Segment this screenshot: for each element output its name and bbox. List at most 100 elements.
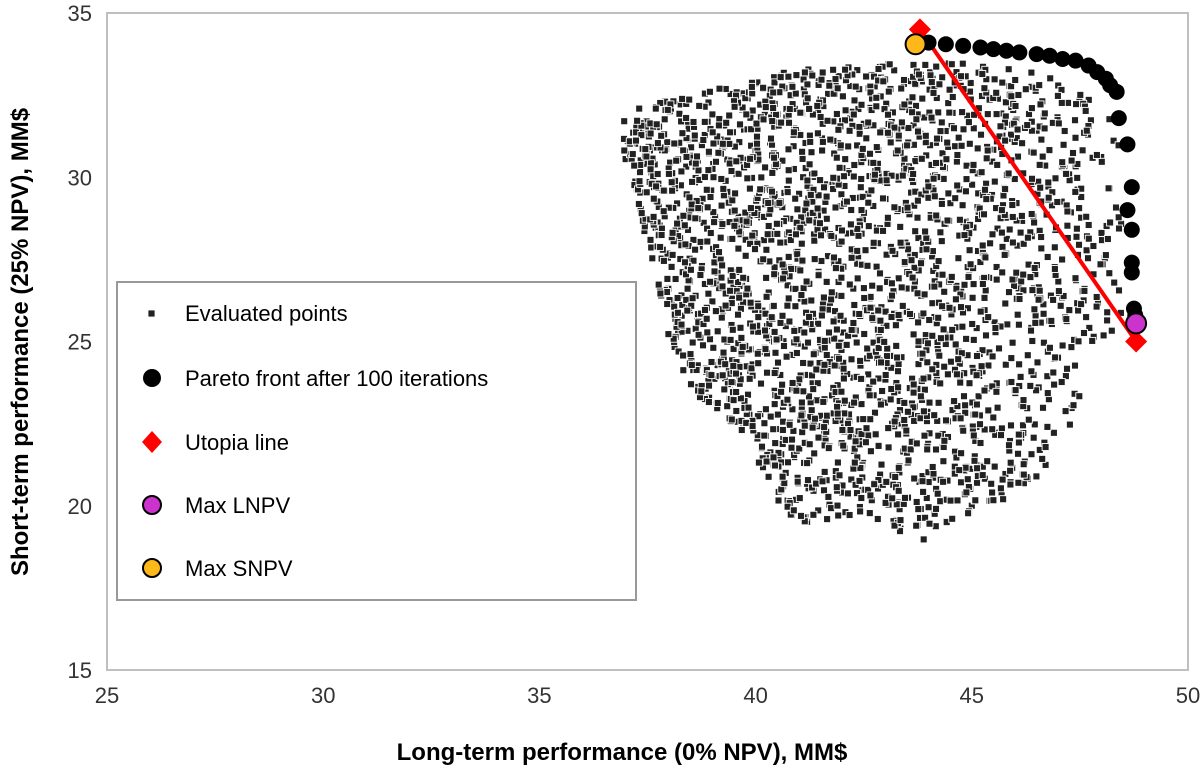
evaluated-point bbox=[679, 351, 688, 360]
evaluated-point bbox=[837, 190, 846, 199]
evaluated-point bbox=[741, 235, 750, 244]
evaluated-point bbox=[870, 480, 879, 489]
evaluated-point bbox=[1053, 198, 1062, 206]
evaluated-point bbox=[657, 131, 666, 140]
evaluated-point bbox=[1080, 329, 1088, 337]
evaluated-point bbox=[800, 328, 809, 337]
evaluated-point bbox=[713, 327, 722, 336]
evaluated-point bbox=[787, 443, 796, 452]
evaluated-point bbox=[819, 397, 828, 406]
evaluated-point bbox=[747, 364, 756, 373]
evaluated-point bbox=[939, 477, 948, 486]
evaluated-point bbox=[928, 299, 937, 308]
plot-area-frame bbox=[106, 12, 1189, 671]
evaluated-point bbox=[796, 223, 805, 232]
evaluated-point bbox=[656, 99, 665, 107]
evaluated-point bbox=[846, 426, 855, 434]
evaluated-point bbox=[1114, 213, 1123, 222]
evaluated-point bbox=[976, 439, 985, 447]
evaluated-point bbox=[1031, 318, 1040, 327]
evaluated-point bbox=[758, 442, 766, 451]
legend-orange-circle-icon bbox=[142, 558, 162, 578]
utopia-line-layer bbox=[918, 28, 1138, 343]
pareto-point bbox=[1110, 110, 1127, 127]
evaluated-point bbox=[954, 133, 963, 142]
evaluated-point bbox=[719, 184, 728, 193]
evaluated-point bbox=[847, 253, 856, 262]
evaluated-point bbox=[978, 280, 987, 288]
evaluated-point bbox=[940, 287, 949, 296]
evaluated-point bbox=[835, 471, 844, 480]
evaluated-point bbox=[774, 448, 783, 457]
evaluated-point bbox=[1061, 407, 1070, 416]
evaluated-point bbox=[712, 157, 720, 166]
evaluated-point bbox=[1056, 301, 1065, 310]
evaluated-point bbox=[934, 398, 943, 407]
evaluated-point bbox=[728, 325, 737, 334]
evaluated-point bbox=[715, 248, 723, 257]
evaluated-point bbox=[934, 431, 943, 440]
evaluated-point bbox=[950, 124, 958, 133]
evaluated-point bbox=[747, 125, 756, 134]
evaluated-point bbox=[960, 392, 968, 401]
evaluated-point bbox=[817, 311, 826, 320]
evaluated-point bbox=[1071, 361, 1079, 370]
evaluated-point bbox=[958, 201, 967, 210]
evaluated-point bbox=[1103, 235, 1112, 243]
evaluated-point bbox=[1007, 421, 1015, 430]
y-tick-label: 25 bbox=[68, 330, 92, 355]
evaluated-point bbox=[957, 449, 966, 458]
evaluated-point bbox=[1005, 288, 1013, 297]
evaluated-point bbox=[785, 420, 794, 429]
evaluated-point bbox=[762, 457, 771, 466]
evaluated-point bbox=[1080, 286, 1089, 295]
evaluated-point bbox=[1036, 183, 1045, 192]
evaluated-point bbox=[1089, 242, 1098, 250]
evaluated-point bbox=[635, 177, 644, 186]
evaluated-point bbox=[707, 358, 716, 366]
evaluated-point bbox=[932, 159, 940, 167]
evaluated-point bbox=[759, 255, 768, 264]
evaluated-point bbox=[732, 369, 740, 378]
evaluated-point bbox=[887, 313, 896, 321]
evaluated-point bbox=[714, 121, 723, 130]
evaluated-point bbox=[734, 244, 743, 253]
evaluated-point bbox=[1043, 422, 1052, 431]
evaluated-point bbox=[701, 306, 709, 314]
evaluated-point bbox=[914, 318, 923, 327]
y-axis-ticks: 15 20 25 30 35 bbox=[68, 1, 92, 683]
evaluated-point bbox=[743, 174, 752, 183]
evaluated-point bbox=[700, 117, 709, 126]
evaluated-point bbox=[1001, 185, 1010, 194]
evaluated-point bbox=[1039, 403, 1047, 412]
evaluated-point bbox=[696, 237, 705, 246]
evaluated-point bbox=[1040, 109, 1049, 118]
evaluated-point bbox=[869, 158, 878, 167]
evaluated-point bbox=[996, 122, 1005, 131]
evaluated-point bbox=[800, 421, 809, 430]
evaluated-point bbox=[817, 75, 826, 84]
evaluated-point bbox=[930, 282, 939, 291]
evaluated-point bbox=[691, 159, 700, 168]
evaluated-point bbox=[757, 173, 766, 182]
evaluated-point bbox=[877, 460, 886, 469]
evaluated-point bbox=[770, 153, 779, 162]
evaluated-point bbox=[687, 380, 695, 389]
evaluated-point bbox=[957, 72, 965, 81]
evaluated-point bbox=[921, 513, 930, 522]
pareto-point bbox=[1028, 46, 1045, 63]
evaluated-point bbox=[798, 154, 807, 163]
evaluated-point bbox=[770, 369, 779, 377]
evaluated-point bbox=[849, 319, 858, 327]
x-tick-label: 30 bbox=[311, 683, 335, 708]
evaluated-point bbox=[732, 388, 741, 396]
evaluated-point bbox=[809, 510, 818, 519]
evaluated-point bbox=[842, 197, 851, 206]
evaluated-point bbox=[887, 279, 896, 288]
evaluated-point bbox=[914, 70, 923, 79]
evaluated-point bbox=[982, 331, 990, 340]
evaluated-point bbox=[958, 108, 967, 117]
evaluated-point bbox=[964, 272, 973, 281]
evaluated-point bbox=[924, 182, 933, 191]
evaluated-point bbox=[988, 425, 997, 434]
